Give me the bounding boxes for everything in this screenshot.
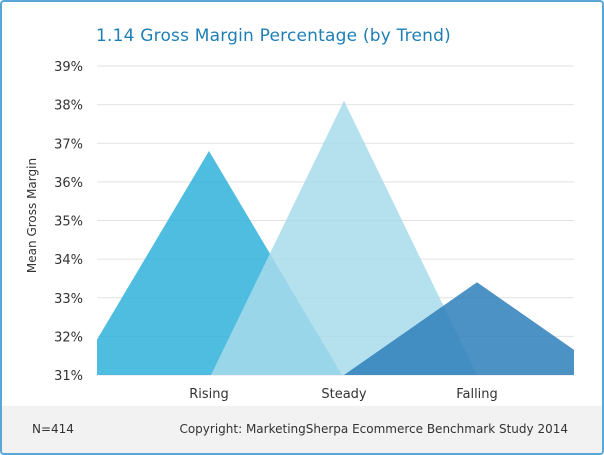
sample-size-label: N=414 [32,422,74,436]
chart-plot: 31% 32% 33% 34% 35% 36% 37% 38% 39% Rising Steady F… [25,60,574,402]
y-tick-label: 35% [54,215,83,230]
x-tick-label: Steady [321,387,367,402]
area-mark-steady [211,100,477,375]
y-tick-label: 38% [54,99,83,114]
y-tick-label: 33% [54,292,83,307]
area-mark-falling [344,282,574,375]
y-tick-label: 34% [54,253,83,268]
chart-title: 1.14 Gross Margin Percentage (by Trend) [96,26,451,46]
y-tick-label: 32% [54,330,83,345]
footer-bar: N=414 Copyright: MarketingSherpa Ecommer… [2,406,602,453]
source-label: Copyright: MarketingSherpa Ecommerce Ben… [179,422,568,436]
y-tick-label: 37% [54,137,83,152]
y-tick-label: 39% [54,60,83,75]
y-tick-label: 36% [54,176,83,191]
y-tick-label: 31% [54,369,83,384]
x-tick-label: Rising [189,387,229,402]
x-tick-label: Falling [456,387,498,402]
y-axis-label: Mean Gross Margin [25,158,39,273]
